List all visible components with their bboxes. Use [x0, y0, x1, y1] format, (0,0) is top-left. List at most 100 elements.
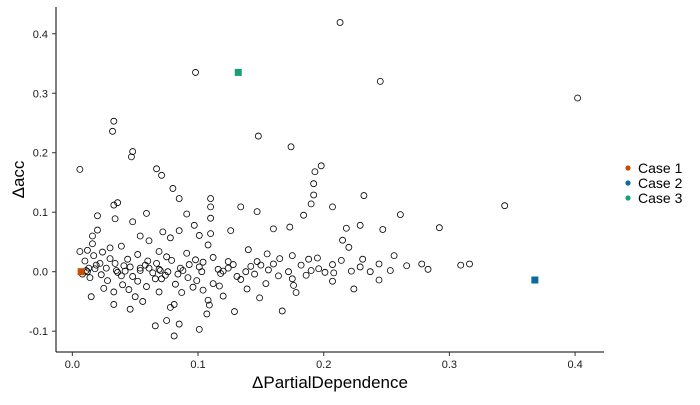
data-point	[129, 218, 137, 226]
data-point	[203, 310, 211, 318]
data-point	[574, 94, 582, 102]
data-point	[143, 210, 150, 217]
data-point	[257, 261, 265, 269]
data-point	[345, 243, 353, 251]
data-point	[317, 162, 325, 170]
data-point	[174, 270, 182, 278]
data-point	[360, 192, 368, 199]
data-point	[195, 232, 203, 239]
case-1-point	[77, 268, 85, 276]
data-point	[403, 262, 411, 270]
data-point	[224, 258, 232, 265]
data-point	[336, 19, 344, 26]
data-point	[242, 268, 250, 276]
data-point	[435, 224, 443, 232]
data-point	[90, 252, 98, 260]
data-point	[376, 77, 384, 85]
data-point	[204, 296, 212, 304]
y-tick-label: 0.3	[33, 88, 48, 100]
data-point	[163, 317, 171, 324]
data-point	[310, 191, 318, 199]
data-point	[128, 153, 135, 161]
data-point	[321, 268, 329, 276]
highlighted-cases-layer	[77, 68, 539, 284]
data-point	[330, 269, 338, 277]
data-point	[120, 262, 128, 270]
data-point	[183, 210, 191, 218]
data-point	[204, 241, 212, 249]
data-point	[339, 236, 346, 244]
data-point	[251, 270, 258, 278]
data-point	[125, 286, 133, 293]
data-point	[305, 255, 313, 263]
data-point	[106, 255, 114, 263]
data-point	[262, 280, 270, 287]
data-point	[342, 224, 350, 232]
data-point	[329, 277, 336, 285]
data-point	[237, 203, 245, 211]
x-tick-label: 0.0	[65, 359, 80, 371]
data-point	[297, 261, 305, 269]
data-point	[356, 263, 364, 271]
data-point	[158, 171, 165, 179]
legend-item-case-2: Case 2	[625, 175, 683, 191]
legend-label: Case 3	[638, 190, 683, 206]
data-point	[168, 256, 176, 264]
y-tick-label: -0.1	[29, 326, 48, 338]
x-axis-ticks: 0.0 0.1 0.2 0.3 0.4	[65, 352, 583, 371]
data-point	[110, 288, 118, 296]
data-point	[396, 211, 404, 218]
data-point	[253, 258, 261, 265]
data-point	[76, 165, 84, 173]
legend-label: Case 2	[638, 175, 683, 191]
data-point	[350, 285, 358, 293]
data-point	[151, 322, 159, 330]
data-point	[92, 261, 100, 269]
data-point	[155, 248, 163, 255]
data-point	[156, 267, 164, 274]
data-point	[94, 226, 101, 234]
legend-label: Case 1	[638, 160, 683, 176]
data-point	[315, 265, 323, 273]
data-point	[256, 294, 264, 302]
data-point	[199, 258, 207, 266]
data-point	[366, 268, 374, 276]
legend-swatch	[625, 180, 631, 186]
data-point	[175, 320, 183, 328]
data-point	[224, 264, 232, 272]
data-point	[178, 289, 186, 296]
data-point	[97, 271, 105, 279]
data-point	[265, 266, 272, 274]
data-point	[290, 281, 297, 289]
data-point	[307, 200, 315, 208]
data-point	[233, 273, 241, 280]
data-point	[285, 268, 292, 276]
data-point	[288, 252, 296, 260]
data-point	[139, 298, 147, 305]
data-point	[243, 285, 251, 293]
data-point	[151, 275, 159, 283]
data-point	[184, 274, 192, 282]
data-point	[390, 252, 398, 260]
data-point	[229, 261, 237, 268]
x-axis-title: ΔPartialDependence	[252, 373, 408, 392]
data-point	[205, 301, 213, 309]
data-point	[119, 281, 127, 289]
x-tick-label: 0.3	[442, 359, 457, 371]
data-point	[347, 267, 355, 275]
data-point	[89, 240, 96, 248]
data-point	[190, 221, 198, 229]
y-tick-label: 0.1	[33, 207, 48, 219]
y-tick-label: 0.0	[33, 267, 48, 279]
data-point	[136, 267, 144, 274]
data-point	[466, 260, 473, 268]
data-point	[311, 168, 319, 176]
data-point	[129, 148, 137, 155]
data-point	[175, 195, 183, 202]
data-point	[172, 280, 179, 288]
data-point	[287, 143, 295, 151]
data-point	[278, 307, 286, 315]
data-point	[166, 303, 174, 311]
case-2-point	[531, 276, 539, 284]
data-point	[207, 195, 214, 202]
